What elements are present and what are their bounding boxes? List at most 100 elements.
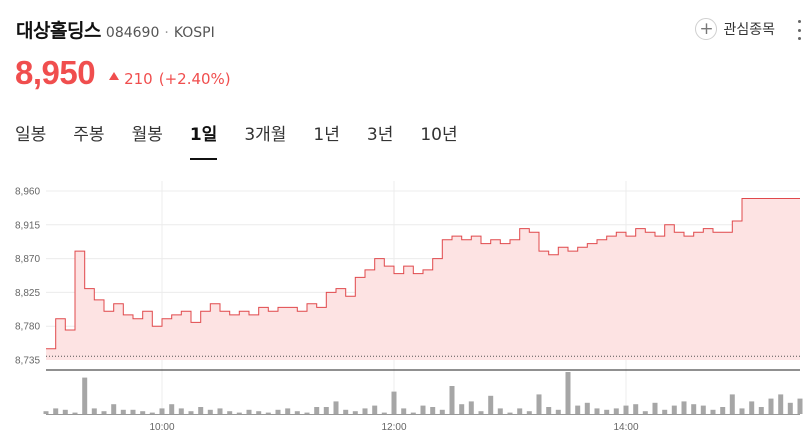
volume-bar xyxy=(53,408,59,414)
stock-name: 대상홀딩스 xyxy=(16,20,101,42)
tab-daily[interactable]: 일봉 xyxy=(15,125,47,145)
y-tick-label: 8,870 xyxy=(15,254,40,265)
volume-bar xyxy=(671,405,677,414)
volume-bar xyxy=(130,409,136,414)
volume-bar xyxy=(642,411,648,414)
volume-bar xyxy=(62,409,68,414)
volume-bar xyxy=(565,372,571,414)
volume-bar xyxy=(575,405,581,414)
volume-bar xyxy=(314,407,320,414)
y-tick-label: 8,915 xyxy=(15,220,40,231)
volume-bar xyxy=(169,404,175,414)
volume-bar xyxy=(323,407,329,414)
volume-bar xyxy=(120,409,126,414)
plus-icon: + xyxy=(695,18,718,40)
x-tick-label: 14:00 xyxy=(613,422,638,433)
volume-bar xyxy=(198,407,204,414)
volume-bar xyxy=(797,398,803,414)
volume-bar xyxy=(729,394,735,414)
volume-bar xyxy=(758,407,764,414)
tab-3year[interactable]: 3년 xyxy=(366,125,394,145)
volume-bar xyxy=(410,412,416,414)
volume-bar xyxy=(265,412,271,414)
volume-bar xyxy=(101,411,107,414)
price-change: 210 xyxy=(124,70,153,88)
y-tick-label: 8,960 xyxy=(15,187,40,198)
volume-bar xyxy=(246,409,252,414)
intraday-chart: 8,960 8,915 8,870 8,825 8,780 8,735 10:00 12:00… xyxy=(15,181,803,433)
volume-bar xyxy=(140,411,146,414)
volume-bar xyxy=(613,408,619,414)
volume-bar xyxy=(275,409,281,414)
volume-bar xyxy=(633,404,639,414)
volume-bar xyxy=(739,408,745,414)
market-name: KOSPI xyxy=(173,25,215,41)
tab-monthly[interactable]: 월봉 xyxy=(131,125,163,145)
volume-bar xyxy=(536,394,542,414)
volume-bar xyxy=(546,407,552,414)
volume-bar xyxy=(256,411,262,414)
volume-bar xyxy=(459,404,465,414)
volume-bar xyxy=(362,408,368,414)
tab-1year[interactable]: 1년 xyxy=(313,125,340,145)
volume-bar xyxy=(401,408,407,414)
volume-bar xyxy=(720,407,726,414)
price-change-percent: (+2.40%) xyxy=(158,70,231,88)
volume-bar xyxy=(149,412,155,414)
volume-bar xyxy=(304,412,310,414)
x-tick-label: 10:00 xyxy=(149,422,174,433)
volume-bar xyxy=(497,408,503,414)
volume-bar xyxy=(178,408,184,414)
y-tick-label: 8,735 xyxy=(15,356,40,367)
stock-code: 084690 xyxy=(105,25,160,41)
volume-bar xyxy=(594,408,600,414)
volume-bar xyxy=(227,411,233,414)
tab-1day[interactable]: 1일 xyxy=(189,120,218,160)
price-line xyxy=(46,198,800,350)
volume-bar xyxy=(294,411,300,414)
volume-bar xyxy=(555,409,561,414)
volume-bar xyxy=(420,405,426,414)
volume-bar xyxy=(526,411,532,414)
volume-bar xyxy=(111,404,117,414)
volume-bar xyxy=(372,405,378,414)
period-tabs: 일봉 주봉 월봉 1일 3개월 1년 3년 10년 xyxy=(15,120,485,160)
tab-weekly[interactable]: 주봉 xyxy=(73,125,105,145)
volume-bar xyxy=(43,411,49,414)
quote-row: 8,950 210 (+2.40%) xyxy=(15,54,231,92)
volume-bar xyxy=(604,409,610,414)
volume-bar xyxy=(710,409,716,414)
stock-header: 대상홀딩스 084690 · KOSPI xyxy=(16,16,215,46)
more-options-icon[interactable] xyxy=(796,20,802,40)
y-tick-label: 8,825 xyxy=(15,288,40,299)
volume-bar xyxy=(91,408,97,414)
volume-bar xyxy=(778,394,784,414)
volume-bar xyxy=(188,411,194,414)
volume-bar xyxy=(517,408,523,414)
volume-bar xyxy=(691,404,697,414)
volume-bar xyxy=(207,409,213,414)
volume-bar xyxy=(468,401,474,414)
volume-bar xyxy=(217,408,223,414)
volume-bar xyxy=(700,405,706,414)
watchlist-label: 관심종목 xyxy=(723,22,775,38)
volume-bar xyxy=(478,411,484,414)
volume-bar xyxy=(623,405,629,414)
add-watchlist-button[interactable]: + 관심종목 xyxy=(695,18,775,40)
volume-bar xyxy=(439,409,445,414)
volume-bar xyxy=(236,412,242,414)
tab-10year[interactable]: 10년 xyxy=(420,125,458,145)
volume-bar xyxy=(430,407,436,414)
current-price: 8,950 xyxy=(15,54,96,91)
volume-bar xyxy=(662,409,668,414)
volume-bar xyxy=(768,398,774,414)
volume-bar xyxy=(159,408,165,414)
volume-bar xyxy=(449,386,455,414)
volume-bar xyxy=(285,408,291,414)
volume-bar xyxy=(584,402,590,414)
separator-dot: · xyxy=(164,25,169,41)
volume-bar xyxy=(333,401,339,414)
tab-3month[interactable]: 3개월 xyxy=(244,125,287,145)
x-tick-label: 12:00 xyxy=(381,422,406,433)
volume-bar xyxy=(787,402,793,414)
